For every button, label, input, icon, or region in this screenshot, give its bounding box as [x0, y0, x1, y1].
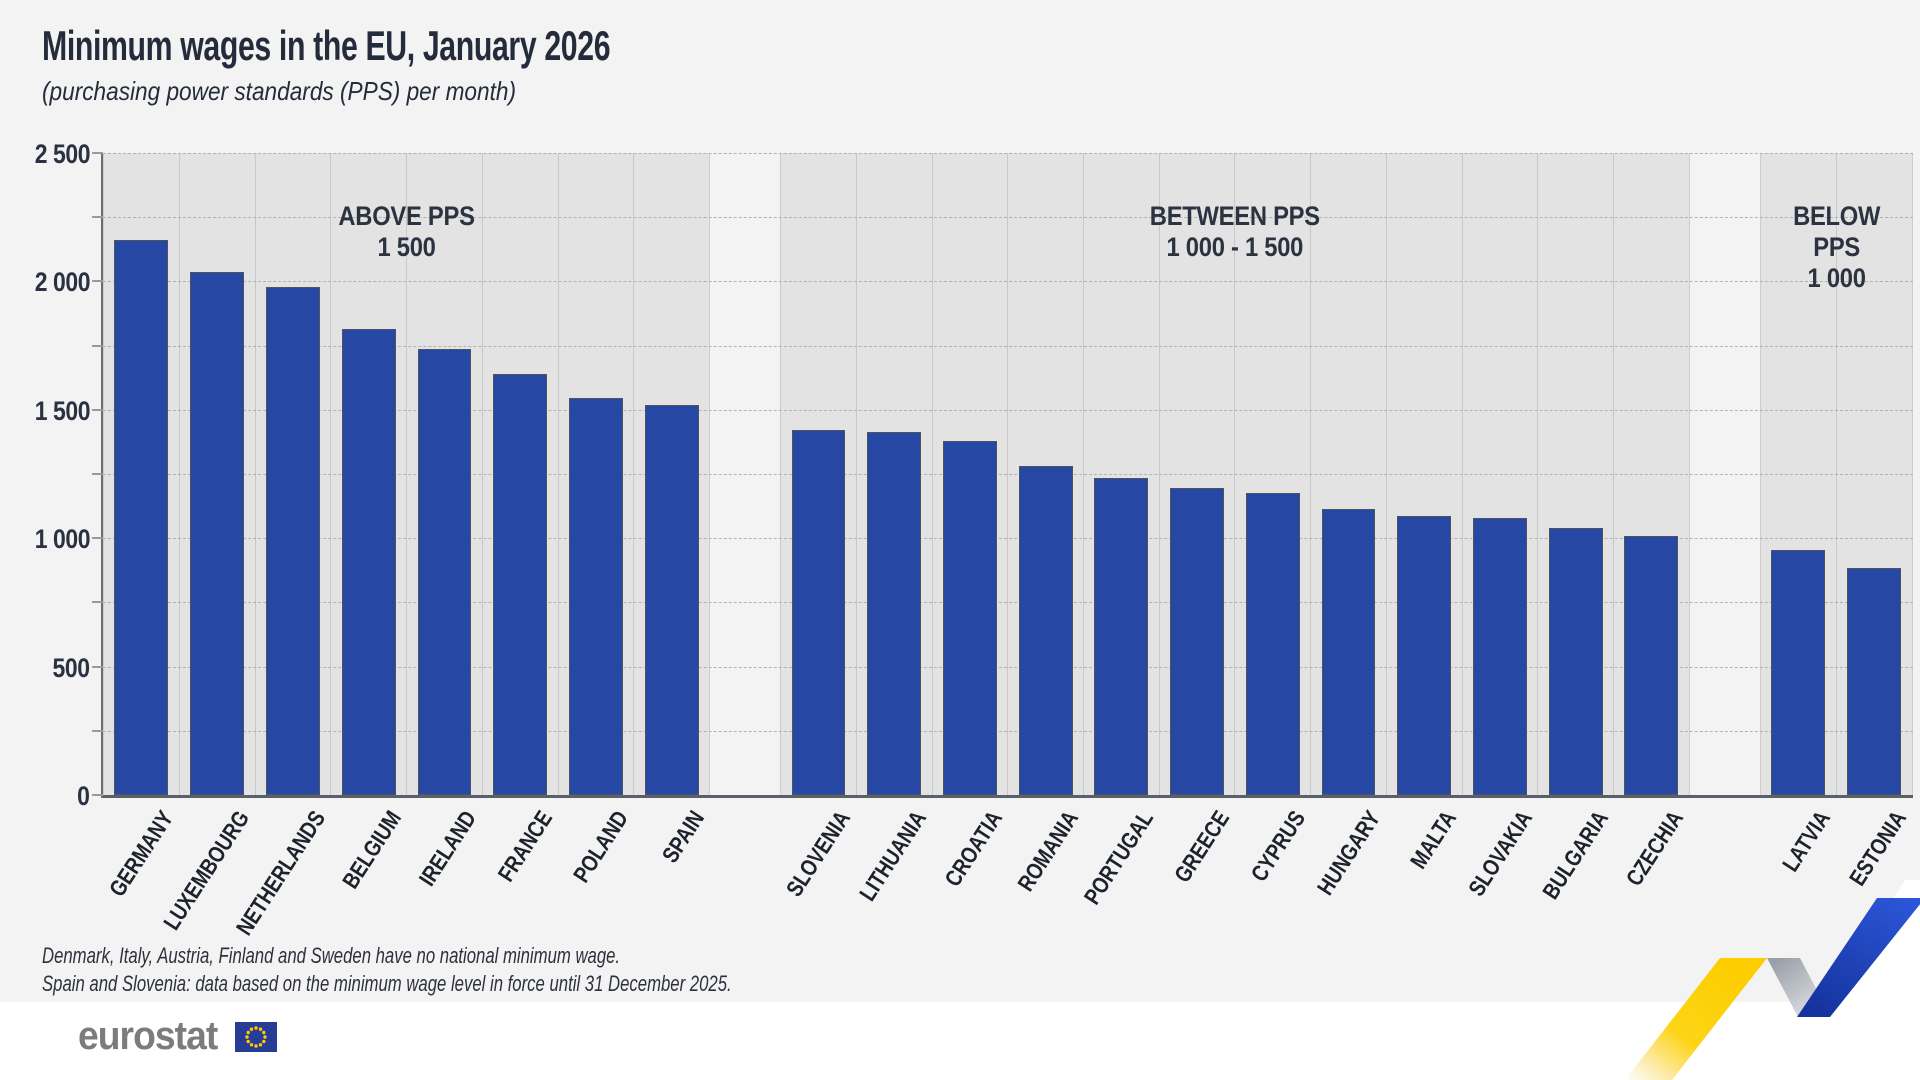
- gridline-1250: [103, 474, 1913, 475]
- gridline-1500: [103, 409, 1913, 411]
- y-axis-label-1000: 1 000: [34, 524, 91, 555]
- bar-lithuania: [867, 431, 922, 795]
- y-tick-1500: [92, 408, 103, 411]
- section-title-above: ABOVE PPS 1 500: [338, 201, 475, 263]
- gridline-750: [103, 602, 1913, 604]
- y-axis-label-1500: 1 500: [34, 395, 91, 426]
- section-title-between: BETWEEN PPS 1 000 - 1 500: [1149, 201, 1320, 263]
- y-tick-1750: [92, 344, 103, 347]
- plot-area: ABOVE PPS 1 500 GERMANY LUXEMBOURG NETHERLAN…: [92, 152, 1913, 940]
- gridline-2250: [103, 217, 1913, 219]
- gridline-500: [103, 666, 1913, 668]
- y-axis-label-2000: 2 000: [34, 267, 91, 298]
- bar-croatia: [942, 440, 997, 795]
- bar-slovakia: [1473, 517, 1527, 795]
- gridline-1000: [103, 538, 1913, 540]
- y-tick-1000: [92, 537, 103, 540]
- eu-flag-icon: [234, 1021, 277, 1052]
- column-slovenia: SLOVENIA: [781, 153, 856, 901]
- y-axis-line: [101, 153, 103, 798]
- bar-portugal: [1094, 477, 1149, 795]
- bar-czechia: [1624, 535, 1679, 795]
- bar-greece: [1170, 488, 1224, 795]
- column-spain: SPAIN: [633, 153, 709, 867]
- y-axis-label-500: 500: [52, 652, 90, 683]
- bar-netherlands: [265, 286, 320, 795]
- bar-spain: [644, 404, 699, 795]
- column-france: FRANCE: [481, 153, 558, 886]
- bar-estonia: [1847, 567, 1902, 795]
- y-axis-label-0: 0: [77, 781, 91, 811]
- bar-romania: [1018, 466, 1073, 795]
- column-belgium: BELGIUM: [330, 153, 406, 893]
- y-tick-250: [92, 729, 103, 732]
- y-axis-labels: 0 500 1 000 1 500 2 000 2 500: [28, 139, 91, 811]
- bar-malta: [1397, 516, 1452, 795]
- column-romania: ROMANIA: [1007, 153, 1083, 896]
- section-title-below: BELOW PPS 1 000: [1792, 201, 1880, 294]
- gridline-2000: [103, 281, 1913, 283]
- y-tick-0: [92, 794, 103, 796]
- bar-belgium: [341, 328, 396, 795]
- bar-hungary: [1321, 508, 1376, 795]
- eurostat-logo: eurostat: [78, 1014, 278, 1059]
- bar-luxembourg: [190, 272, 245, 795]
- bar-cyprus: [1245, 493, 1300, 795]
- y-tick-500: [92, 665, 103, 668]
- footnote-line: Spain and Slovenia: data based on the mi…: [42, 971, 732, 997]
- footnote-line: Denmark, Italy, Austria, Finland and Swe…: [42, 943, 621, 968]
- column-latvia: LATVIA: [1761, 153, 1836, 876]
- bar-latvia: [1771, 549, 1826, 795]
- column-germany: GERMANY: [104, 153, 179, 901]
- gridline-1750: [103, 345, 1913, 347]
- y-tick-2250: [92, 216, 103, 219]
- section-above: ABOVE PPS 1 500 GERMANY LUXEMBOURG NETHERLAN…: [103, 153, 711, 940]
- bar-bulgaria: [1548, 527, 1603, 795]
- bar-france: [493, 373, 548, 795]
- y-tick-750: [92, 601, 103, 604]
- bar-ireland: [417, 349, 472, 795]
- gridline-250: [103, 730, 1913, 732]
- page-title: Minimum wages in the EU, January 2026: [42, 22, 611, 69]
- eurostat-logo-text: eurostat: [78, 1014, 218, 1058]
- y-tick-1250: [92, 473, 103, 475]
- gridline-2500: [103, 153, 1913, 154]
- footer-band: [0, 1002, 1920, 1080]
- column-netherlands: NETHERLANDS: [231, 153, 331, 940]
- bar-germany: [114, 240, 169, 795]
- page-subtitle: (purchasing power standards (PPS) per mo…: [42, 76, 516, 106]
- bar-poland: [569, 398, 623, 795]
- column-croatia: CROATIA: [931, 153, 1008, 891]
- footnotes: Denmark, Italy, Austria, Finland and Swe…: [42, 942, 949, 998]
- y-tick-2000: [92, 280, 103, 283]
- y-tick-2500: [92, 152, 103, 154]
- bar-slovenia: [791, 430, 846, 795]
- y-axis-label-2500: 2 500: [34, 139, 91, 169]
